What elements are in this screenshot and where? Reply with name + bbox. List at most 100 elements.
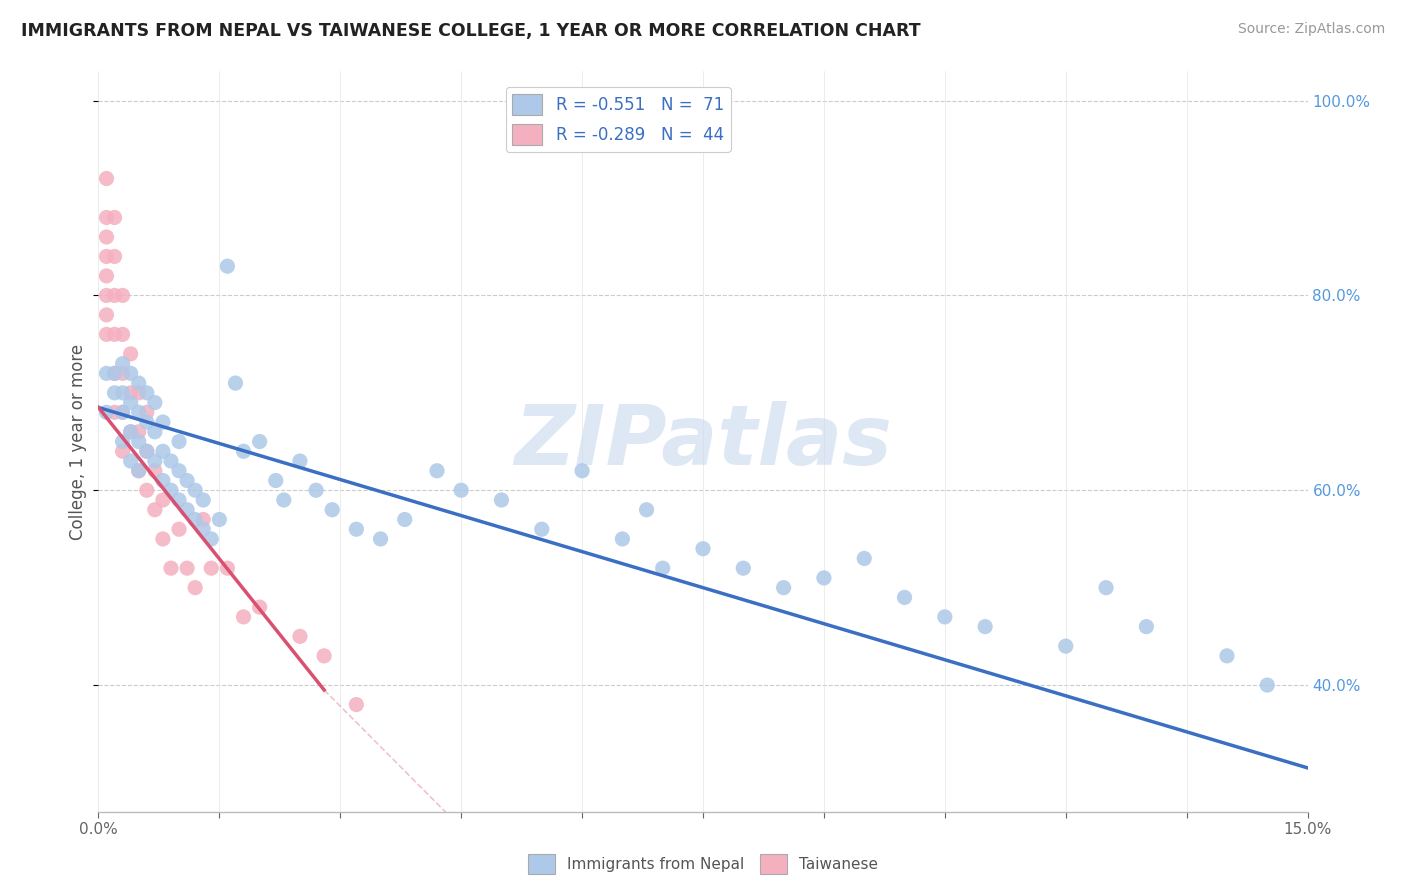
Point (103, 288, 125, 302)
Point (1256, 678, 1278, 692)
Point (288, 454, 311, 468)
Point (120, 367, 142, 381)
Point (96, 268, 118, 283)
Point (370, 532, 392, 546)
Point (530, 522, 553, 536)
Text: IMMIGRANTS FROM NEPAL VS TAIWANESE COLLEGE, 1 YEAR OR MORE CORRELATION CHART: IMMIGRANTS FROM NEPAL VS TAIWANESE COLLE… (21, 22, 921, 40)
Point (135, 405, 157, 419)
Point (128, 425, 150, 439)
Point (96, 250, 118, 264)
Point (772, 581, 794, 595)
Point (160, 483, 183, 498)
Point (571, 464, 593, 478)
Point (305, 483, 328, 498)
Point (893, 591, 915, 605)
Point (160, 561, 183, 575)
Point (184, 581, 207, 595)
Point (96, 327, 118, 342)
Point (96, 171, 118, 186)
Point (120, 454, 142, 468)
Point (167, 434, 190, 449)
Point (167, 522, 190, 536)
Point (1054, 639, 1077, 653)
Point (120, 347, 142, 361)
Point (176, 474, 198, 488)
Point (135, 385, 157, 400)
Point (853, 551, 876, 566)
Point (314, 648, 336, 663)
Point (128, 434, 150, 449)
Point (96, 288, 118, 302)
Point (273, 493, 295, 508)
Point (344, 698, 367, 712)
Point (111, 405, 134, 419)
Point (96, 308, 118, 322)
Point (96, 405, 118, 419)
Y-axis label: College, 1 year or more: College, 1 year or more (69, 343, 87, 540)
Point (111, 367, 134, 381)
Point (176, 561, 198, 575)
Point (143, 502, 166, 516)
Point (128, 385, 150, 400)
Point (120, 395, 142, 409)
Point (200, 561, 222, 575)
Point (143, 454, 166, 468)
Point (128, 464, 150, 478)
Point (143, 464, 166, 478)
Point (167, 464, 190, 478)
Point (264, 474, 287, 488)
Point (111, 434, 134, 449)
Point (128, 376, 150, 390)
Text: ZIPatlas: ZIPatlas (515, 401, 891, 482)
Point (491, 493, 513, 508)
Point (152, 532, 174, 546)
Point (934, 610, 956, 624)
Point (394, 512, 416, 526)
Point (208, 512, 231, 526)
Point (103, 385, 125, 400)
Point (1216, 648, 1239, 663)
Point (733, 561, 755, 575)
Point (135, 415, 157, 429)
Point (128, 464, 150, 478)
Point (232, 610, 254, 624)
Point (135, 483, 157, 498)
Point (651, 561, 673, 575)
Text: Source: ZipAtlas.com: Source: ZipAtlas.com (1237, 22, 1385, 37)
Point (321, 502, 343, 516)
Point (636, 502, 658, 516)
Point (103, 211, 125, 225)
Point (111, 327, 134, 342)
Point (135, 444, 157, 458)
Point (224, 376, 246, 390)
Point (152, 415, 174, 429)
Point (143, 425, 166, 439)
Point (111, 444, 134, 458)
Point (193, 512, 215, 526)
Point (813, 571, 835, 585)
Point (96, 367, 118, 381)
Point (120, 425, 142, 439)
Point (184, 483, 207, 498)
Point (232, 444, 254, 458)
Point (176, 502, 198, 516)
Point (344, 522, 367, 536)
Point (193, 522, 215, 536)
Point (103, 367, 125, 381)
Point (167, 493, 190, 508)
Point (974, 619, 997, 633)
Point (249, 600, 271, 615)
Point (111, 385, 134, 400)
Point (1135, 619, 1157, 633)
Point (249, 434, 271, 449)
Point (152, 444, 174, 458)
Point (288, 629, 311, 643)
Point (135, 444, 157, 458)
Point (103, 405, 125, 419)
Point (96, 211, 118, 225)
Point (193, 493, 215, 508)
Point (103, 367, 125, 381)
Point (692, 541, 714, 556)
Point (111, 357, 134, 371)
Point (103, 250, 125, 264)
